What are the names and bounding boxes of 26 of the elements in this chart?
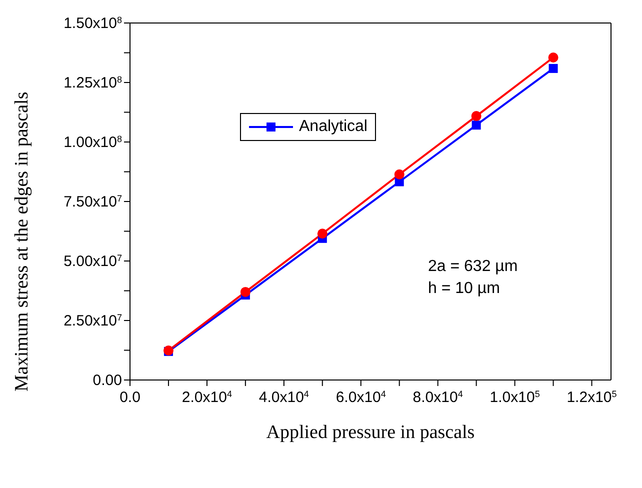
y-tick-label: 1.00x10$^{8}$ xyxy=(64,134,122,151)
x-tick-label: 2.0x10$^{4}$ xyxy=(182,389,232,406)
y-tick-label: 1.25x10$^{8}$ xyxy=(64,74,122,92)
annotation: h = 10 µm xyxy=(428,279,501,299)
point xyxy=(548,64,558,73)
x-tick-label: 6.0x10$^{4}$ xyxy=(336,389,386,406)
x-tick-label: 8.0x10$^{4}$ xyxy=(412,389,463,406)
x-tick-label: 4.0x10$^{4}$ xyxy=(258,389,309,406)
point xyxy=(317,228,328,239)
x-tick-label: 1.2x10$^{5}$ xyxy=(566,389,617,406)
y-tick-label: 1.50x10$^{8}$ xyxy=(64,15,122,32)
x-axis-title: Applied pressure in pascals xyxy=(266,422,475,443)
y-tick-label: 7.50x10$^{7}$ xyxy=(64,194,122,210)
point xyxy=(471,111,482,122)
legend-label: Analytical xyxy=(299,118,368,136)
point xyxy=(240,286,250,297)
y-tick-label: 0.00 xyxy=(92,372,122,389)
y-tick-label: 5.00x10$^{7}$ xyxy=(64,253,122,270)
y-tick-label: 2.50x10$^{7}$ xyxy=(64,312,122,330)
point xyxy=(472,120,481,130)
annotation: 2a = 632 µm xyxy=(428,257,518,277)
x-tick-label: 0.0 xyxy=(120,389,140,406)
point xyxy=(394,169,404,180)
point xyxy=(548,52,558,63)
y-axis-title: Maximum stress at the edges in pascals xyxy=(12,92,33,392)
x-tick-label: 1.0x10$^{5}$ xyxy=(490,389,540,406)
